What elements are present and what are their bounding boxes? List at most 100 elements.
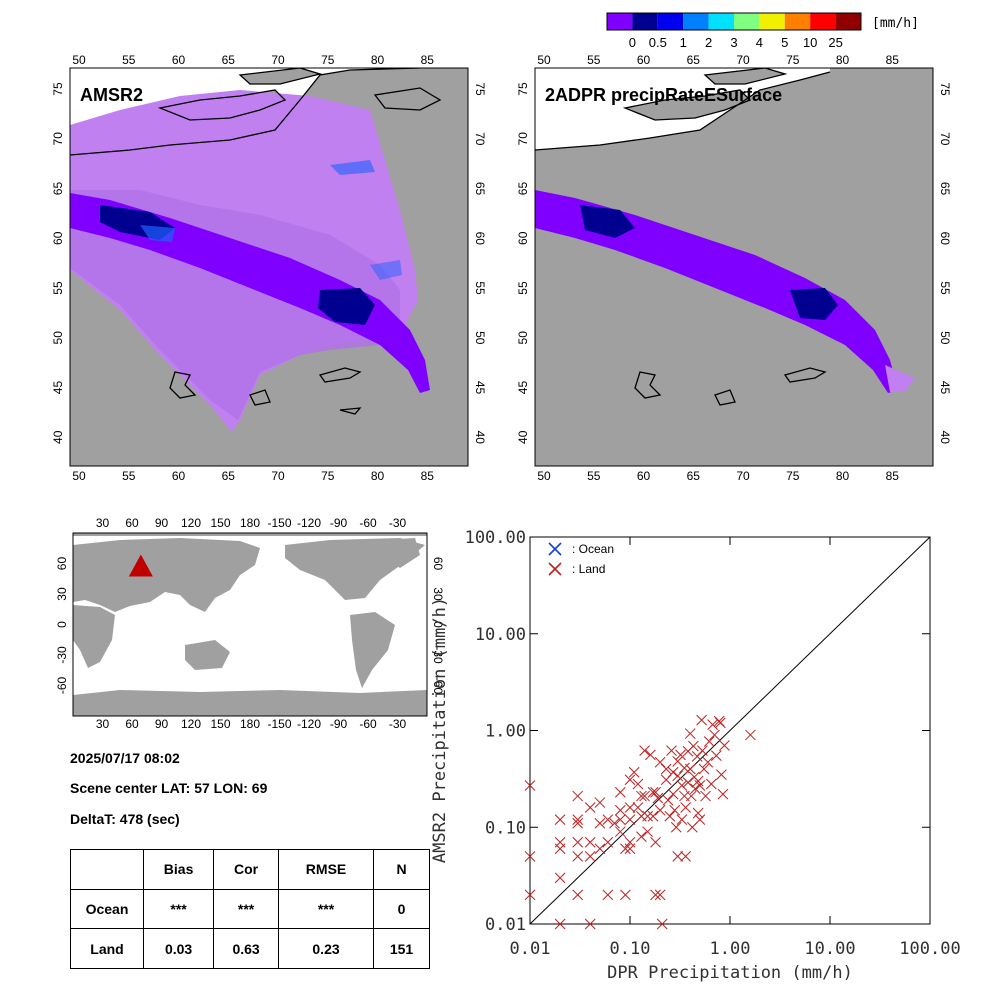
coastline — [238, 68, 323, 85]
lat-tick-label-right: 65 — [473, 182, 487, 196]
land-point — [692, 807, 704, 819]
land-rmse: 0.23 — [277, 928, 375, 969]
land-point — [614, 814, 626, 825]
colorbar-label: 0 — [629, 35, 636, 50]
moderate-rain — [140, 225, 175, 242]
australia — [185, 640, 230, 670]
land-point — [620, 889, 631, 901]
arctic-island — [240, 68, 320, 84]
lon-tick-label-top: 75 — [786, 53, 800, 67]
land-point — [584, 802, 596, 813]
legend-label: : Land — [572, 562, 605, 576]
lake-coast — [783, 367, 827, 383]
colorbar-label: 25 — [828, 35, 842, 50]
land-point — [703, 736, 715, 747]
land-point — [685, 790, 697, 802]
lon-tick-label-bottom: 85 — [886, 469, 900, 483]
land-point — [700, 790, 711, 802]
land-point — [694, 780, 706, 791]
lon-tick-label-bottom: 85 — [421, 469, 435, 483]
world-lon-label-top: 150 — [210, 516, 230, 530]
colorbar-swatch — [632, 13, 658, 30]
land-bias: 0.03 — [142, 928, 215, 969]
world-lon-label-bottom: -150 — [267, 717, 291, 731]
world-lon-label-top: -90 — [330, 516, 348, 530]
world-lat-label-left: 0 — [55, 621, 69, 628]
lon-tick-label-top: 75 — [321, 53, 335, 67]
land-point — [614, 786, 626, 798]
lon-tick-label-top: 50 — [72, 53, 86, 67]
land-point — [584, 918, 596, 930]
stats-table: Bias Cor RMSE N Ocean *** *** *** 0 Land… — [70, 849, 430, 969]
land-point — [602, 836, 614, 848]
scatter-plot: 0.01 0.10 1.00 10.00 100.00 0.01 0.10 1.00 10.00… — [430, 528, 961, 983]
land-point — [680, 802, 691, 813]
land-point — [696, 714, 707, 726]
lat-tick-label-right: 70 — [938, 132, 952, 146]
scene-center: Scene center LAT: 57 LON: 69 — [70, 780, 268, 796]
world-lon-label-bottom: 30 — [96, 717, 110, 731]
world-lat-label-right: -30 — [431, 646, 445, 664]
colorbar-swatch — [835, 13, 861, 30]
scene-center-marker — [128, 554, 153, 577]
x-tick-label: 10.00 — [804, 939, 855, 959]
lon-tick-label-bottom: 80 — [836, 469, 850, 483]
arctic-island — [705, 68, 785, 84]
table-row-land: Land 0.03 0.63 0.23 151 — [70, 928, 430, 969]
lat-tick-label-right: 70 — [473, 132, 487, 146]
ocean-rmse: *** — [277, 888, 375, 930]
land-point — [698, 763, 710, 775]
one-to-one-line — [529, 536, 931, 925]
world-lon-label-bottom: -90 — [330, 717, 348, 731]
land-point — [676, 780, 688, 791]
land-point — [647, 810, 659, 822]
land-point — [709, 729, 720, 741]
world-lat-label-left: -60 — [55, 677, 69, 695]
land-point — [624, 843, 636, 855]
land-point — [664, 810, 676, 822]
land-point — [694, 814, 706, 825]
land-point — [642, 826, 653, 838]
rain-band — [535, 190, 898, 393]
coastline — [535, 71, 831, 151]
land-point — [602, 814, 614, 825]
land-point — [620, 843, 631, 855]
amsr2-map-panel: 50 50 55 55 60 60 65 65 70 70 75 75 80 80 85 85 75 75 70 70… — [51, 53, 487, 483]
legend-ocean: : Ocean — [548, 542, 614, 556]
dpr-map-panel: 50 50 55 55 60 60 65 65 70 70 75 75 80 80 85 85 75 75 70 70… — [516, 53, 952, 483]
y-axis-label: AMSR2 Precipitation (mm/h) — [430, 597, 450, 863]
lat-tick-label-left: 55 — [51, 281, 65, 295]
land-point — [524, 780, 536, 791]
land-point — [650, 889, 661, 901]
land-point — [554, 843, 566, 855]
x-tick-label: 0.01 — [510, 939, 551, 959]
caspian-coast — [169, 371, 197, 399]
land-point — [667, 788, 679, 800]
lon-tick-label-bottom: 50 — [72, 469, 86, 483]
colorbar-label: 0.5 — [649, 35, 667, 50]
land-point — [584, 851, 596, 862]
land-point — [697, 745, 708, 756]
land-point — [572, 851, 584, 862]
world-lon-label-bottom: 90 — [155, 717, 169, 731]
land-point — [594, 797, 606, 808]
lat-tick-label-right: 60 — [473, 232, 487, 246]
land-point — [662, 794, 674, 806]
x-tick-label: 100.00 — [899, 939, 960, 959]
lat-tick-label-left: 60 — [51, 231, 65, 245]
colorbar-swatch — [734, 13, 760, 30]
dpr-title: 2ADPR precipRateESurface — [545, 85, 782, 105]
lon-tick-label-bottom: 55 — [122, 469, 136, 483]
world-lon-label-top: -30 — [389, 516, 407, 530]
colorbar-swatch — [759, 13, 785, 30]
land-point — [667, 766, 679, 778]
lon-tick-label-top: 80 — [371, 53, 385, 67]
land-point — [624, 774, 636, 786]
row-label: Land — [70, 928, 144, 969]
lake-coast — [339, 407, 362, 415]
land-point — [689, 783, 701, 795]
land-point — [652, 792, 664, 804]
colorbar-label: 4 — [756, 35, 763, 50]
land-point — [602, 889, 614, 901]
lon-tick-label-bottom: 65 — [687, 469, 701, 483]
